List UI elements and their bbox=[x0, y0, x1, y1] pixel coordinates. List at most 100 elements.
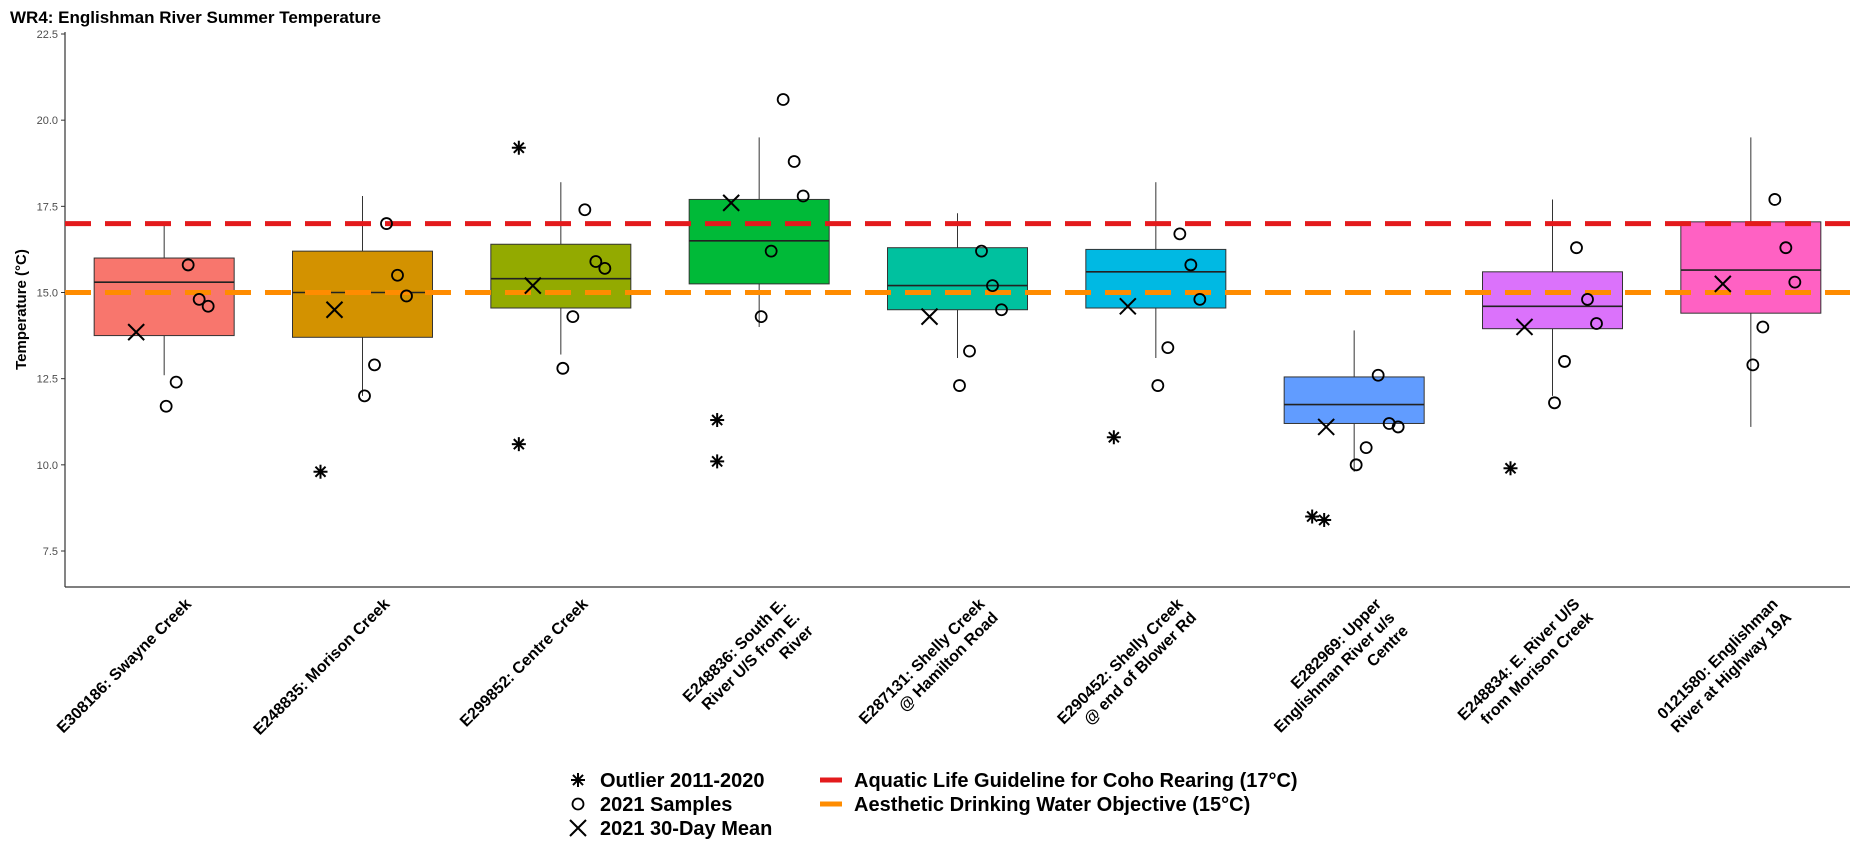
point-group bbox=[1305, 368, 1405, 527]
sample-2021-point bbox=[589, 255, 603, 268]
sample-2021-point bbox=[963, 344, 976, 358]
sample-2021-point bbox=[1151, 379, 1165, 392]
legend-asterisk-icon bbox=[571, 773, 585, 787]
outlier-point bbox=[1305, 509, 1320, 524]
point-group bbox=[127, 258, 215, 413]
sample-2021-point bbox=[556, 361, 570, 375]
outlier-point bbox=[1106, 430, 1121, 445]
mean-2021-point bbox=[1317, 418, 1335, 436]
sample-2021-point bbox=[1193, 292, 1207, 306]
sample-2021-point bbox=[1570, 241, 1583, 255]
sample-2021-point bbox=[787, 155, 801, 168]
x-tick-label: E248835: Morison Creek bbox=[251, 596, 394, 739]
y-tick-label: 22.5 bbox=[37, 29, 58, 41]
x-tick-label: 0121580: EnglishmanRiver at Highway 19A bbox=[1655, 595, 1796, 736]
sample-2021-point bbox=[764, 244, 778, 258]
sample-2021-point bbox=[776, 93, 790, 106]
x-tick-label: E287131: Shelly Creek@ Hamilton Road bbox=[856, 596, 1002, 742]
sample-2021-point bbox=[181, 258, 195, 272]
x-tick-label: E248834: E. River U/Sfrom Morison Creek bbox=[1455, 596, 1597, 738]
box-group bbox=[93, 223, 235, 376]
sample-2021-point bbox=[598, 261, 612, 275]
y-tick-label: 10.0 bbox=[37, 460, 58, 472]
outlier-point bbox=[511, 140, 526, 155]
sample-2021-point bbox=[975, 244, 988, 258]
sample-2021-point bbox=[1746, 358, 1760, 372]
sample-2021-point bbox=[986, 279, 999, 293]
sample-2021-point bbox=[754, 310, 768, 324]
box-group bbox=[490, 182, 632, 355]
x-tick-label: E308186: Swayne Creek bbox=[54, 596, 195, 737]
sample-2021-point bbox=[1788, 275, 1802, 289]
sample-2021-point bbox=[201, 299, 215, 313]
sample-2021-point bbox=[368, 358, 381, 372]
outlier-point bbox=[511, 437, 526, 452]
x-tick-label: E282969: UpperEnglishman River u/sCentre bbox=[1258, 596, 1412, 750]
box-group bbox=[887, 213, 1028, 358]
sample-2021-point bbox=[1548, 396, 1561, 410]
sample-2021-point bbox=[578, 203, 592, 217]
outlier-point bbox=[710, 454, 725, 469]
sample-2021-point bbox=[358, 389, 371, 403]
sample-2021-point bbox=[1768, 193, 1782, 206]
sample-2021-point bbox=[380, 217, 393, 230]
legend-label: 2021 30-Day Mean bbox=[600, 818, 772, 840]
point-group bbox=[1714, 193, 1802, 372]
mean-2021-point bbox=[1714, 275, 1732, 293]
box-group bbox=[1482, 199, 1623, 396]
box-iqr bbox=[887, 247, 1028, 311]
legend-label: Aquatic Life Guideline for Coho Rearing … bbox=[854, 770, 1298, 792]
box-iqr bbox=[1680, 221, 1822, 314]
box-group bbox=[1283, 330, 1425, 472]
sample-2021-point bbox=[1371, 368, 1385, 382]
point-group bbox=[511, 140, 612, 452]
sample-2021-point bbox=[1558, 355, 1571, 368]
mean-2021-point bbox=[325, 301, 344, 319]
mean-2021-point bbox=[722, 194, 740, 212]
chart-title: WR4: Englishman River Summer Temperature bbox=[10, 8, 381, 27]
legend-label: 2021 Samples bbox=[600, 794, 732, 816]
box-iqr bbox=[93, 257, 235, 337]
sample-2021-point bbox=[192, 292, 206, 306]
box-iqr bbox=[1085, 248, 1227, 309]
box-group bbox=[1085, 182, 1227, 358]
outlier-point bbox=[710, 413, 725, 428]
sample-2021-point bbox=[400, 289, 413, 303]
box-group bbox=[688, 137, 830, 327]
sample-2021-point bbox=[1173, 227, 1187, 241]
point-group bbox=[710, 93, 810, 469]
sample-2021-point bbox=[1590, 317, 1603, 330]
legend-label: Outlier 2011-2020 bbox=[600, 770, 765, 792]
box-group bbox=[1680, 137, 1822, 427]
mean-2021-point bbox=[1119, 297, 1137, 315]
y-tick-label: 12.5 bbox=[37, 374, 58, 386]
sample-2021-point bbox=[1581, 292, 1594, 306]
sample-2021-point bbox=[1359, 441, 1373, 455]
sample-2021-point bbox=[1349, 458, 1363, 472]
sample-2021-point bbox=[1391, 420, 1405, 434]
box-iqr bbox=[1283, 376, 1425, 424]
sample-2021-point bbox=[953, 379, 966, 392]
sample-2021-point bbox=[1161, 341, 1175, 355]
point-group bbox=[1106, 227, 1207, 445]
x-tick-label: E299852: Centre Creek bbox=[457, 596, 592, 731]
x-tick-label: E248836: South E.River U/S from E.River bbox=[680, 596, 817, 733]
outlier-point bbox=[313, 464, 328, 479]
box-iqr bbox=[490, 243, 632, 309]
x-tick-label: E290452: Shelly Creek@ end of Blower Rd bbox=[1055, 596, 1201, 742]
sample-2021-point bbox=[391, 268, 404, 282]
mean-2021-point bbox=[524, 276, 542, 295]
point-group bbox=[920, 244, 1008, 392]
y-axis-title: Temperature (°C) bbox=[13, 249, 30, 370]
box-iqr bbox=[688, 198, 830, 285]
sample-2021-point bbox=[1756, 320, 1770, 334]
sample-2021-point bbox=[1184, 258, 1198, 272]
point-group bbox=[313, 217, 413, 479]
sample-2021-point bbox=[1779, 241, 1793, 255]
y-tick-label: 17.5 bbox=[37, 201, 58, 213]
y-tick-label: 20.0 bbox=[37, 115, 58, 127]
mean-2021-point bbox=[1515, 318, 1534, 336]
mean-2021-point bbox=[127, 323, 145, 341]
sample-2021-point bbox=[169, 375, 183, 389]
